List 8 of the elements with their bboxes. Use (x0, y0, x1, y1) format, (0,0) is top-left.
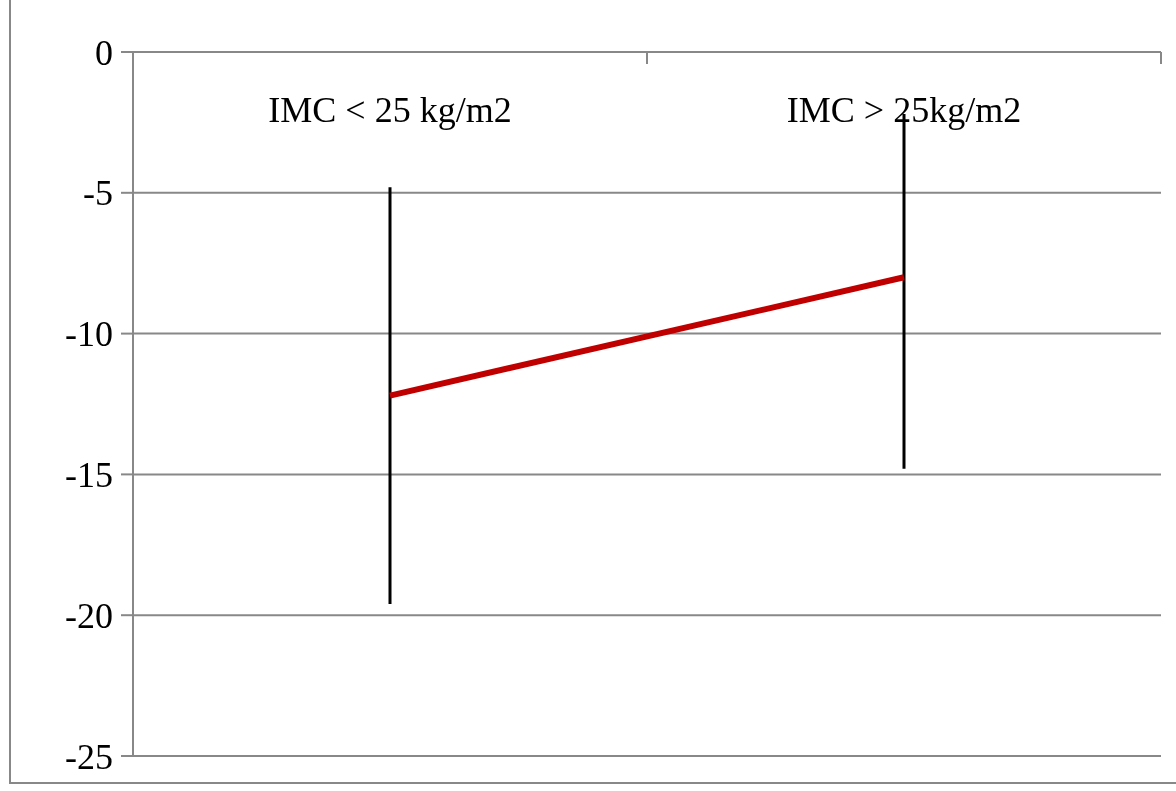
y-tick-label: -5 (83, 173, 113, 214)
x-tick-label: IMC > 25kg/m2 (786, 90, 1022, 130)
y-tick-label: -25 (65, 736, 113, 777)
y-tick-label: -15 (65, 455, 113, 495)
y-tick-label: -20 (65, 595, 113, 636)
x-tick-label: IMC < 25 kg/m2 (268, 90, 512, 130)
y-tick-label: -10 (65, 314, 113, 355)
y-tick-label: 0 (95, 32, 113, 73)
